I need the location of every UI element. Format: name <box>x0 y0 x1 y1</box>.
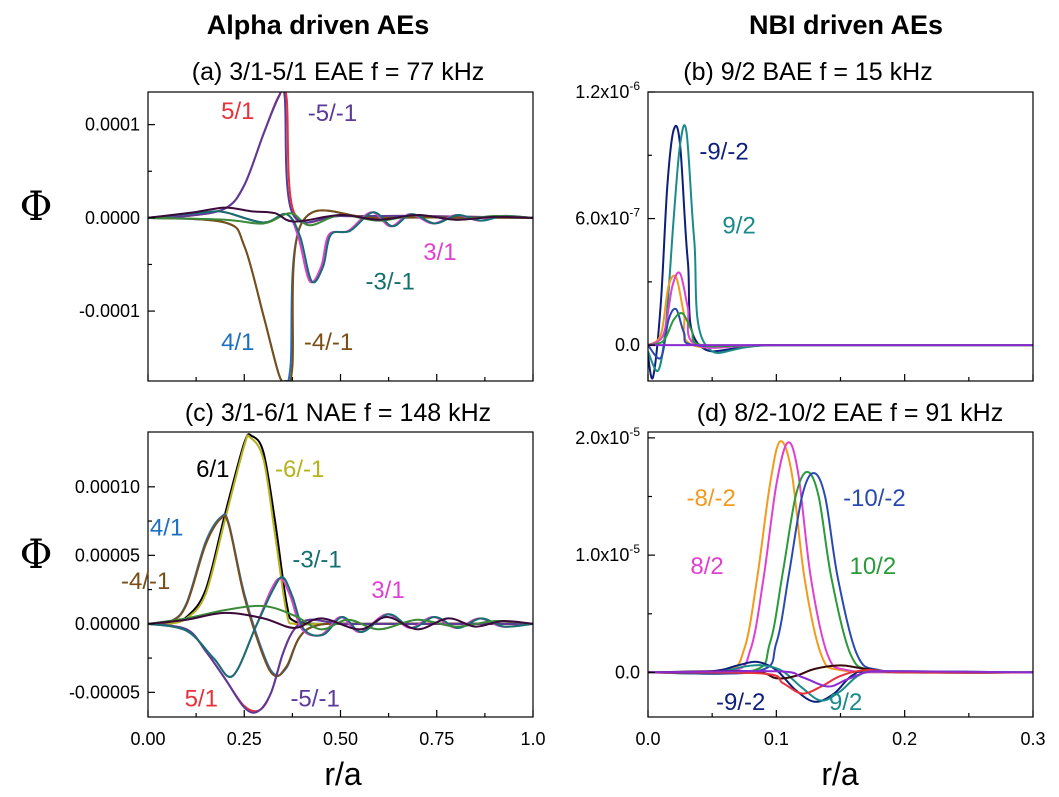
y-axis-label-a: Φ <box>20 184 53 230</box>
mode-label-c-6-1: -6/-1 <box>275 456 324 483</box>
y-tick-label-d: 1.0x10-5 <box>575 542 640 565</box>
y-tick-label-c: -0.00005 <box>69 682 140 702</box>
mode-label-c-5-1: -5/-1 <box>290 686 339 713</box>
panel-b-series-group <box>648 124 1033 380</box>
y-tick-label-c: 0.00010 <box>75 477 140 497</box>
mode-label-a-4-1: -4/-1 <box>304 329 353 356</box>
y-tick-label-a: 0.0000 <box>85 208 140 228</box>
mode-label-a-4-1: 4/1 <box>221 329 254 356</box>
mode-label-d-8-2: -8/-2 <box>687 485 736 512</box>
series-line-b-green <box>648 312 1033 348</box>
series-line-a-3-1 <box>148 210 533 284</box>
panel-a-series-group <box>148 92 533 381</box>
panel-b-title: (b) 9/2 BAE f = 15 kHz <box>683 58 932 86</box>
series-line-c-green <box>148 604 533 631</box>
panel-d-series-group <box>648 440 1033 703</box>
mode-label-d-10-2: -10/-2 <box>843 485 906 512</box>
series-line-c-3-1 <box>148 576 533 678</box>
mode-label-a-3-1: -3/-1 <box>366 269 415 296</box>
series-line-d-red <box>648 669 1033 695</box>
mode-label-b-9-2: -9/-2 <box>699 139 748 166</box>
panel-c-title: (c) 3/1-6/1 NAE f = 148 kHz <box>185 399 491 427</box>
x-tick-label-c: 0.25 <box>227 729 262 749</box>
mode-label-a-5-1: -5/-1 <box>308 100 357 127</box>
y-tick-label-b: 0.0 <box>615 335 640 355</box>
mode-label-d-8-2: 8/2 <box>690 553 723 580</box>
mode-label-c-3-1: -3/-1 <box>292 547 341 574</box>
x-tick-label-c: 1.0 <box>520 729 545 749</box>
y-tick-label-d: 2.0x10-5 <box>575 425 640 448</box>
x-tick-label-c: 0.75 <box>419 729 454 749</box>
mode-label-c-5-1: 5/1 <box>185 686 218 713</box>
mode-label-c-3-1: 3/1 <box>371 577 404 604</box>
series-line-a-4-1 <box>148 209 533 381</box>
x-tick-label-d: 0.3 <box>1020 729 1045 749</box>
mode-label-c-6-1: 6/1 <box>196 456 229 483</box>
x-tick-label-c: 0.50 <box>323 729 358 749</box>
series-line-a-4-1 <box>148 209 533 381</box>
mode-label-d-9-2: 9/2 <box>829 689 862 716</box>
series-line-c-dark <box>148 611 533 631</box>
mode-label-a-5-1: 5/1 <box>221 98 254 125</box>
y-tick-label-d: 0.0 <box>615 662 640 682</box>
x-tick-label-c: 0.00 <box>130 729 165 749</box>
y-tick-label-a: -0.0001 <box>79 301 140 321</box>
mode-label-a-3-1: 3/1 <box>423 239 456 266</box>
series-line-a-5-1-dark <box>148 206 533 223</box>
series-line-a-3-1 <box>148 210 533 284</box>
panel-d-title: (d) 8/2-10/2 EAE f = 91 kHz <box>697 399 1003 427</box>
panel-a-title: (a) 3/1-5/1 EAE f = 77 kHz <box>192 58 485 86</box>
mode-label-c-4-1: 4/1 <box>150 514 183 541</box>
y-axis-label-c: Φ <box>20 532 53 578</box>
panel-c: (c) 3/1-6/1 NAE f = 148 kHz 0.00 0.25 0.50 0… <box>20 399 546 792</box>
series-line-b-orange <box>648 274 1033 349</box>
x-axis-label-d: r/a <box>821 756 859 792</box>
x-axis-label-c: r/a <box>324 756 362 792</box>
panel-b: (b) 9/2 BAE f = 15 kHz 0.0 6.0x10-7 1.2x10-… <box>575 58 1034 382</box>
left-column-header: Alpha driven AEs <box>207 10 430 40</box>
x-tick-label-d: 0.1 <box>764 729 789 749</box>
y-tick-label-a: 0.0001 <box>85 115 140 135</box>
mode-label-d-10-2: 10/2 <box>849 553 896 580</box>
mode-label-d-9-2: -9/-2 <box>716 689 765 716</box>
x-tick-label-d: 0.2 <box>892 729 917 749</box>
mode-label-b-9-2: 9/2 <box>722 212 755 239</box>
panel-c-series-group <box>148 433 533 714</box>
series-line-d-violet <box>648 670 1033 688</box>
series-line-b-magenta <box>648 271 1033 349</box>
right-column-header: NBI driven AEs <box>749 10 943 40</box>
x-tick-label-d: 0.0 <box>635 729 660 749</box>
y-tick-label-b: 1.2x10-6 <box>575 79 640 102</box>
panel-d: (d) 8/2-10/2 EAE f = 91 kHz 0.0 0.1 0.2 0.3 0… <box>575 399 1045 792</box>
panel-b-frame <box>647 91 1034 382</box>
y-tick-label-b: 6.0x10-7 <box>575 206 640 229</box>
panel-a: (a) 3/1-5/1 EAE f = 77 kHz 0.0001 0.0000 -0… <box>20 58 534 382</box>
mode-label-c-4-1: -4/-1 <box>121 568 170 595</box>
y-tick-label-c: 0.00005 <box>75 545 140 565</box>
series-line-b-blue <box>648 307 1033 360</box>
y-tick-label-c: 0.00000 <box>75 614 140 634</box>
